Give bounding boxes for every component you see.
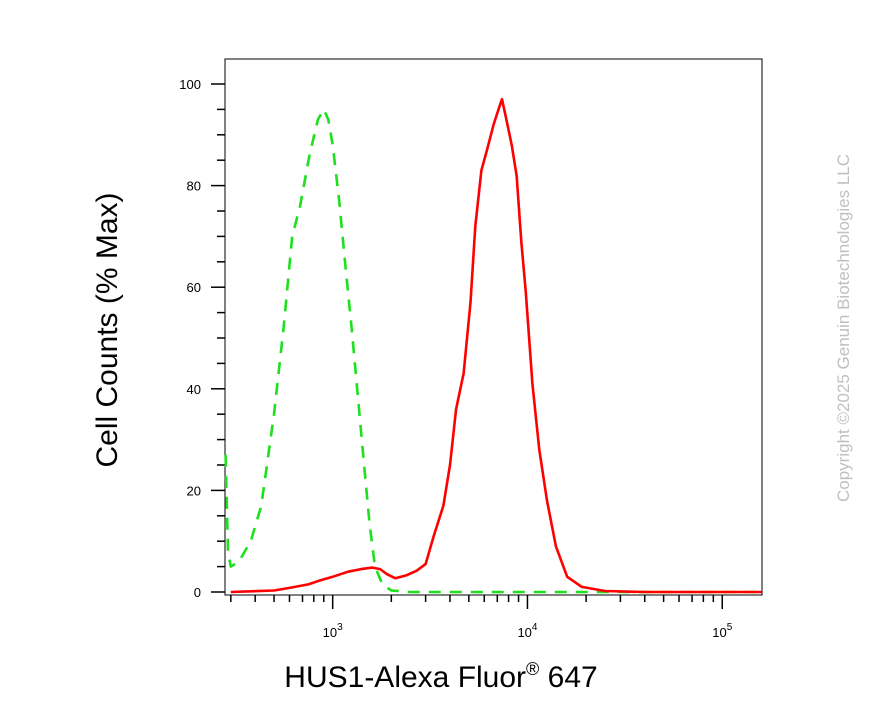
series-sample-solid-line xyxy=(230,97,762,594)
y-tick-label: 40 xyxy=(187,382,201,397)
y-axis: 0 20 40 60 80 100 xyxy=(179,77,225,600)
x-axis-title-suffix: 647 xyxy=(539,661,597,694)
y-tick-label: 60 xyxy=(187,280,201,295)
x-tick-label: 105 xyxy=(712,622,732,640)
x-tick-label: 103 xyxy=(323,622,343,640)
y-tick-label: 20 xyxy=(187,483,201,498)
x-axis-title-main: HUS1-Alexa Fluor xyxy=(284,661,526,694)
y-tick-label: 100 xyxy=(179,77,201,92)
x-axis-title-registered-mark: ® xyxy=(526,659,539,679)
copyright-watermark: Copyright ©2025 Genuin Biotechnologies L… xyxy=(834,154,853,502)
y-axis-title: Cell Counts (% Max) xyxy=(91,192,124,467)
y-tick-label: 80 xyxy=(187,179,201,194)
series-layer xyxy=(224,97,762,594)
series-control-dashed-line xyxy=(224,108,762,594)
x-axis-title: HUS1-Alexa Fluor® 647 xyxy=(284,659,597,694)
x-axis: 103 104 105 xyxy=(230,595,733,640)
x-tick-label: 104 xyxy=(517,622,537,640)
y-tick-label: 0 xyxy=(194,585,201,600)
plot-frame xyxy=(224,58,763,596)
